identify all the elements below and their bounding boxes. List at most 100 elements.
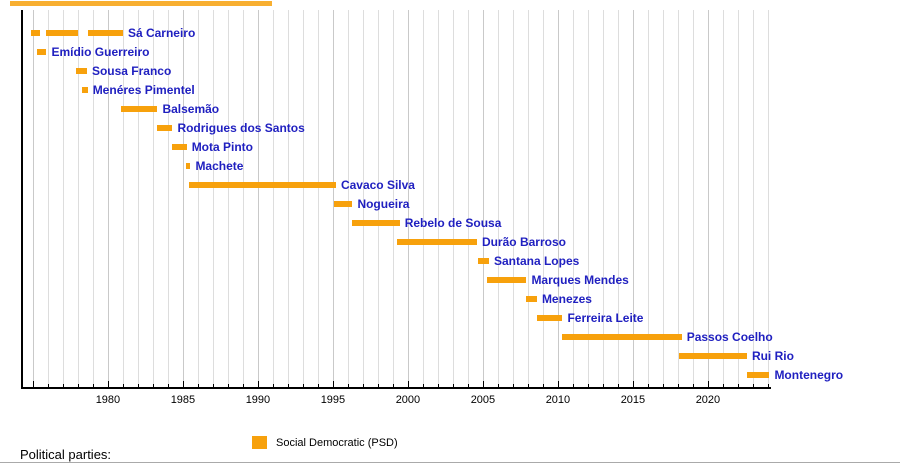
- year-gridline: [302, 10, 304, 388]
- leader-label: Passos Coelho: [686, 330, 773, 344]
- leader-label: Ferreira Leite: [567, 311, 644, 325]
- axis-tick-label: 2015: [620, 394, 646, 406]
- timeline-bar: [536, 315, 563, 321]
- timeline-bar: [121, 106, 158, 112]
- axis-tick: [377, 384, 379, 387]
- axis-tick: [512, 384, 514, 387]
- leader-label: Rodrigues dos Santos: [177, 121, 305, 135]
- axis-tick: [92, 384, 94, 387]
- year-gridline: [227, 10, 229, 388]
- axis-tick: [572, 384, 574, 387]
- year-gridline: [317, 10, 319, 388]
- leader-label: Santana Lopes: [493, 254, 580, 268]
- axis-tick: [437, 384, 439, 387]
- axis-tick: [677, 384, 679, 387]
- axis-tick: [242, 384, 244, 387]
- leader-label: Balsemão: [162, 102, 220, 116]
- axis-tick: [722, 384, 724, 387]
- timeline-bar: [679, 353, 747, 359]
- year-gridline: [137, 10, 139, 388]
- axis-tick: [317, 384, 319, 387]
- timeline-bar: [76, 68, 87, 74]
- year-gridline: [347, 10, 349, 388]
- axis-tick: [602, 384, 604, 387]
- axis-tick: [32, 381, 34, 387]
- year-gridline: [632, 10, 634, 388]
- year-gridline: [647, 10, 649, 388]
- timeline-bar: [334, 201, 353, 207]
- axis-tick: [422, 384, 424, 387]
- axis-tick-label: 1985: [170, 394, 196, 406]
- year-gridline: [662, 10, 664, 388]
- axis-tick: [122, 384, 124, 387]
- axis-tick: [632, 381, 634, 387]
- year-gridline: [752, 10, 754, 388]
- timeline-bar: [188, 182, 336, 188]
- x-axis-line: [21, 387, 771, 389]
- axis-tick: [542, 384, 544, 387]
- year-gridline: [332, 10, 334, 388]
- axis-tick-label: 2005: [470, 394, 496, 406]
- legend-heading: Political parties:: [20, 447, 112, 462]
- leader-label: Rebelo de Sousa: [404, 216, 502, 230]
- year-gridline: [272, 10, 274, 388]
- axis-tick: [617, 384, 619, 387]
- timeline-bar: [746, 372, 770, 378]
- year-gridline: [152, 10, 154, 388]
- year-gridline: [737, 10, 739, 388]
- axis-tick: [482, 381, 484, 387]
- axis-tick: [497, 384, 499, 387]
- leader-label: Rui Rio: [751, 349, 794, 363]
- year-gridline: [767, 10, 769, 388]
- timeline-bar: [31, 30, 41, 36]
- axis-tick: [362, 384, 364, 387]
- axis-tick: [662, 384, 664, 387]
- axis-tick: [62, 384, 64, 387]
- year-gridline: [692, 10, 694, 388]
- axis-tick: [557, 381, 559, 387]
- year-gridline: [407, 10, 409, 388]
- year-gridline: [377, 10, 379, 388]
- timeline-bar: [37, 49, 47, 55]
- year-gridline: [677, 10, 679, 388]
- year-gridline: [722, 10, 724, 388]
- year-gridline: [437, 10, 439, 388]
- year-gridline: [32, 10, 34, 388]
- timeline-bar: [477, 258, 489, 264]
- axis-tick: [392, 384, 394, 387]
- axis-tick: [137, 384, 139, 387]
- leader-label: Durão Barroso: [481, 235, 566, 249]
- year-gridline: [167, 10, 169, 388]
- timeline-bar: [526, 296, 537, 302]
- axis-tick-label: 1980: [95, 394, 121, 406]
- year-gridline: [392, 10, 394, 388]
- axis-tick: [302, 384, 304, 387]
- year-gridline: [47, 10, 49, 388]
- axis-tick: [212, 384, 214, 387]
- year-gridline: [587, 10, 589, 388]
- year-gridline: [467, 10, 469, 388]
- legend-swatch-psd: [252, 436, 267, 449]
- year-gridline: [77, 10, 79, 388]
- legend-item-label: Social Democratic (PSD): [276, 436, 398, 449]
- year-gridline: [107, 10, 109, 388]
- axis-tick-label: 1990: [245, 394, 271, 406]
- year-gridline: [362, 10, 364, 388]
- axis-tick-label: 2000: [395, 394, 421, 406]
- year-gridline: [617, 10, 619, 388]
- axis-tick: [227, 384, 229, 387]
- y-axis-line: [21, 10, 23, 389]
- year-gridline: [92, 10, 94, 388]
- axis-tick-label: 1995: [320, 394, 346, 406]
- axis-tick: [707, 381, 709, 387]
- axis-tick: [182, 381, 184, 387]
- axis-tick: [197, 384, 199, 387]
- axis-tick: [737, 384, 739, 387]
- timeline-bar: [46, 30, 78, 36]
- leader-label: Sá Carneiro: [127, 26, 196, 40]
- leader-label: Menéres Pimentel: [92, 83, 195, 97]
- timeline-bar: [88, 30, 123, 36]
- timeline-bar: [82, 87, 88, 93]
- year-gridline: [602, 10, 604, 388]
